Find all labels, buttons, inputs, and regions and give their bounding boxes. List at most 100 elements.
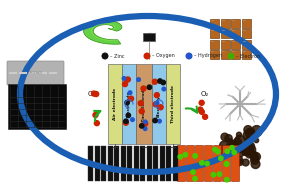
Circle shape	[143, 121, 148, 126]
Circle shape	[199, 109, 204, 114]
Circle shape	[233, 160, 239, 166]
Circle shape	[158, 79, 162, 83]
Circle shape	[228, 143, 238, 153]
FancyBboxPatch shape	[210, 29, 219, 38]
FancyBboxPatch shape	[140, 146, 145, 181]
FancyBboxPatch shape	[210, 19, 219, 28]
Circle shape	[216, 149, 220, 154]
Circle shape	[137, 78, 140, 81]
Circle shape	[228, 145, 235, 152]
Circle shape	[230, 146, 234, 150]
Circle shape	[244, 126, 252, 134]
Text: – Oxygen: – Oxygen	[152, 53, 175, 59]
Circle shape	[91, 91, 97, 96]
Circle shape	[228, 139, 233, 144]
Circle shape	[242, 159, 249, 166]
Circle shape	[249, 151, 257, 159]
Circle shape	[147, 85, 151, 89]
Circle shape	[228, 53, 234, 59]
FancyBboxPatch shape	[166, 64, 180, 144]
Text: XXXXXX: XXXXXX	[29, 71, 43, 75]
Circle shape	[237, 159, 243, 166]
FancyBboxPatch shape	[220, 50, 230, 59]
Circle shape	[143, 120, 147, 124]
Text: Electrolyte: Electrolyte	[157, 91, 161, 117]
Polygon shape	[83, 20, 122, 44]
Text: Air electrode: Air electrode	[113, 88, 117, 120]
Circle shape	[251, 156, 259, 164]
FancyBboxPatch shape	[94, 146, 99, 181]
FancyBboxPatch shape	[231, 40, 240, 49]
Circle shape	[122, 77, 126, 80]
Circle shape	[225, 135, 232, 142]
Circle shape	[245, 137, 253, 145]
FancyBboxPatch shape	[210, 40, 219, 49]
Text: Third electrode: Third electrode	[171, 85, 175, 123]
Circle shape	[200, 161, 204, 165]
Circle shape	[254, 138, 259, 143]
FancyBboxPatch shape	[195, 146, 203, 181]
FancyBboxPatch shape	[152, 64, 166, 144]
Circle shape	[139, 109, 144, 114]
Circle shape	[235, 135, 245, 146]
Circle shape	[158, 105, 163, 110]
Circle shape	[125, 100, 129, 105]
Text: +: +	[112, 143, 119, 153]
FancyBboxPatch shape	[205, 146, 212, 181]
FancyBboxPatch shape	[133, 146, 138, 181]
Circle shape	[225, 177, 229, 182]
Circle shape	[131, 118, 134, 122]
FancyBboxPatch shape	[241, 19, 250, 28]
FancyBboxPatch shape	[108, 146, 113, 181]
Circle shape	[94, 121, 99, 126]
Circle shape	[236, 132, 241, 137]
Circle shape	[123, 82, 127, 87]
Circle shape	[225, 149, 230, 153]
Circle shape	[140, 124, 144, 128]
Circle shape	[233, 138, 241, 146]
FancyBboxPatch shape	[187, 146, 195, 181]
FancyBboxPatch shape	[153, 146, 158, 181]
Circle shape	[162, 87, 166, 91]
Circle shape	[154, 93, 159, 98]
FancyBboxPatch shape	[241, 29, 250, 38]
Circle shape	[183, 153, 187, 157]
FancyBboxPatch shape	[222, 146, 230, 181]
Circle shape	[141, 86, 146, 91]
Circle shape	[232, 144, 242, 154]
Circle shape	[161, 80, 165, 85]
FancyBboxPatch shape	[214, 146, 222, 181]
FancyBboxPatch shape	[220, 29, 230, 38]
FancyBboxPatch shape	[127, 146, 132, 181]
FancyBboxPatch shape	[8, 84, 66, 129]
Circle shape	[251, 153, 259, 161]
Circle shape	[129, 96, 134, 101]
FancyBboxPatch shape	[159, 146, 165, 181]
FancyBboxPatch shape	[220, 19, 230, 28]
FancyBboxPatch shape	[122, 64, 136, 144]
Circle shape	[218, 146, 226, 154]
Circle shape	[178, 155, 182, 159]
Circle shape	[186, 53, 192, 59]
Text: +: +	[170, 143, 176, 153]
Text: Electrolyte: Electrolyte	[127, 91, 131, 117]
Circle shape	[153, 102, 158, 107]
Circle shape	[191, 170, 195, 174]
Circle shape	[247, 142, 255, 150]
Circle shape	[251, 125, 262, 136]
Circle shape	[236, 157, 243, 163]
Circle shape	[245, 149, 254, 158]
FancyBboxPatch shape	[231, 29, 240, 38]
FancyBboxPatch shape	[220, 40, 230, 49]
Circle shape	[242, 148, 249, 156]
Circle shape	[213, 147, 217, 152]
Circle shape	[235, 163, 239, 167]
Circle shape	[193, 177, 197, 181]
Circle shape	[125, 77, 130, 82]
FancyBboxPatch shape	[173, 146, 178, 181]
Circle shape	[217, 172, 222, 176]
Circle shape	[124, 119, 128, 123]
Circle shape	[249, 129, 253, 133]
Text: Zinc electrode: Zinc electrode	[142, 86, 146, 122]
FancyBboxPatch shape	[143, 33, 155, 41]
